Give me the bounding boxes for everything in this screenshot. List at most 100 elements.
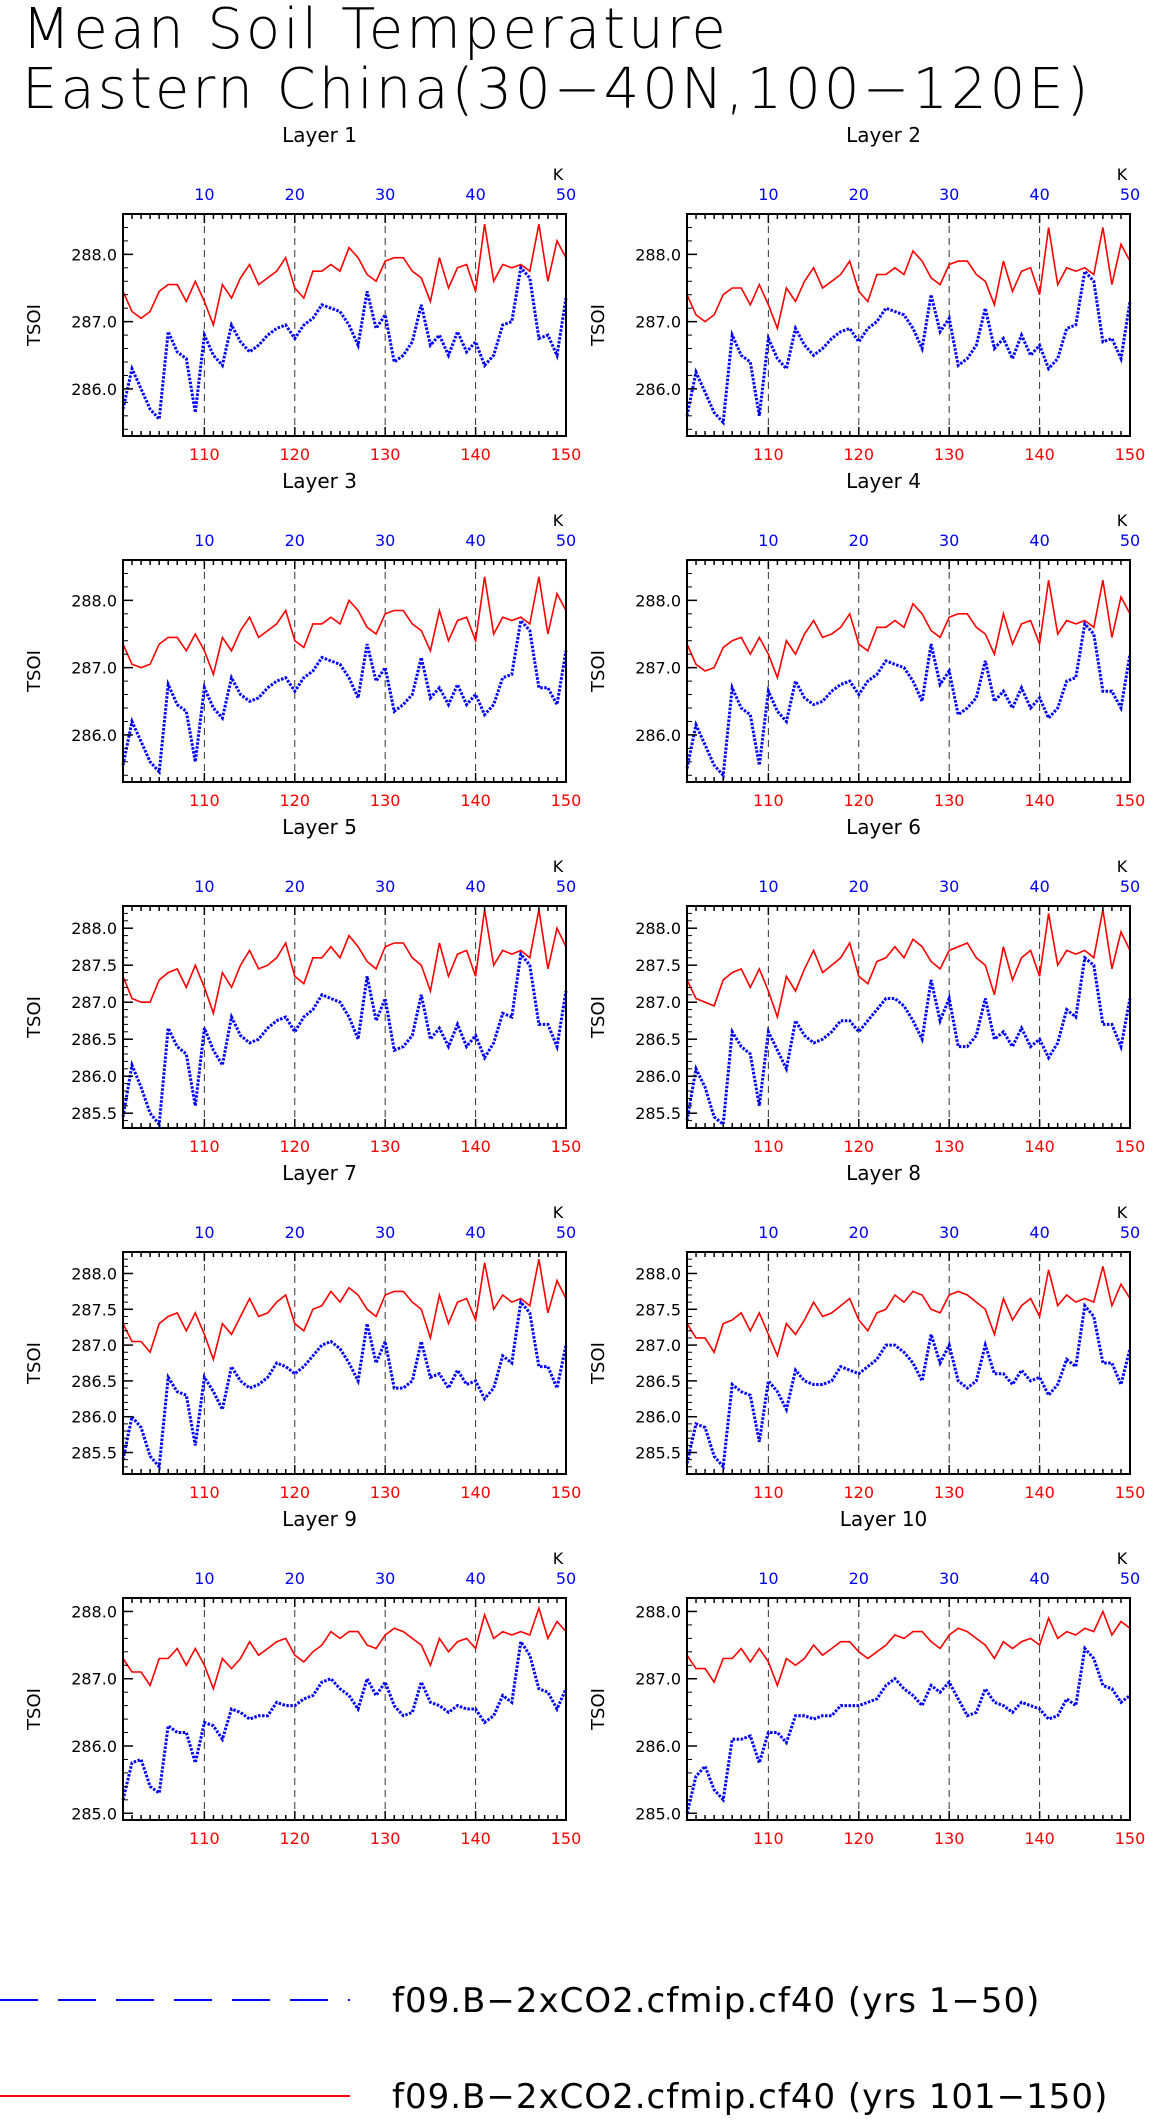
x-top-tick-label: 10: [194, 877, 214, 896]
x-top-tick-label: 50: [1120, 1569, 1140, 1588]
panel-title: Layer 4: [846, 469, 921, 493]
y-tick-label: 287.0: [635, 1670, 681, 1689]
y-tick-label: 285.5: [635, 1104, 681, 1123]
chart-title-line-1: Mean Soil Temperature: [22, 0, 729, 62]
plot-frame: [122, 905, 567, 1129]
legend-label: f09.B−2xCO2.cfmip.cf40 (yrs 1−50): [392, 1981, 1040, 2021]
x-top-tick-label: 30: [375, 1223, 395, 1242]
y-tick-label: 287.0: [635, 993, 681, 1012]
y-tick-label: 286.5: [71, 1030, 117, 1049]
y-tick-label: 286.0: [71, 726, 117, 745]
y-tick-label: 286.0: [71, 1067, 117, 1086]
series-line-yrs-1-50: [121, 950, 568, 1129]
x-top-tick-label: 50: [556, 1223, 576, 1242]
y-tick-label: 286.0: [635, 1408, 681, 1427]
x-tick-label: 140: [460, 445, 491, 464]
y-tick-label: 287.5: [635, 956, 681, 975]
x-tick-label: 150: [1115, 445, 1146, 464]
series-line-yrs-1-50: [121, 617, 568, 776]
x-top-tick-label: 40: [1029, 185, 1049, 204]
x-top-axis-label: K: [553, 1549, 564, 1568]
x-top-axis-label: K: [553, 511, 564, 530]
y-tick-label: 286.5: [635, 1030, 681, 1049]
y-tick-label: 286.0: [635, 1737, 681, 1756]
x-top-tick-label: 30: [375, 531, 395, 550]
y-tick-label: 287.0: [635, 1336, 681, 1355]
series-line-yrs-1-50: [121, 264, 568, 423]
y-tick-label: 285.5: [71, 1104, 117, 1123]
x-top-tick-label: 30: [939, 531, 959, 550]
x-tick-label: 140: [1024, 791, 1055, 810]
y-tick-label: 288.0: [635, 919, 681, 938]
series-line-yrs-101-150: [686, 227, 1131, 332]
x-top-tick-label: 40: [1029, 531, 1049, 550]
x-top-axis-label: K: [1117, 1549, 1128, 1568]
x-tick-label: 110: [753, 1829, 784, 1848]
y-axis-label: TSOI: [24, 1688, 45, 1731]
x-tick-label: 140: [1024, 1483, 1055, 1502]
x-top-tick-label: 40: [465, 531, 485, 550]
panel-10: Layer 10 110 120 130 140 150 10 20 30 40 50K 285.0 2…: [588, 1507, 1145, 1848]
x-tick-label: 150: [1115, 1483, 1146, 1502]
y-tick-label: 287.5: [71, 1300, 117, 1319]
x-top-tick-label: 30: [939, 1223, 959, 1242]
panel-8: Layer 8 110 120 130 140 150 10 20 30 40 50K 285.5 28…: [588, 1161, 1145, 1502]
x-tick-label: 130: [934, 1483, 965, 1502]
plot-frame: [122, 213, 567, 437]
x-top-tick-label: 20: [849, 877, 869, 896]
x-top-axis-label: K: [553, 1203, 564, 1222]
x-tick-label: 110: [753, 445, 784, 464]
x-top-tick-label: 40: [1029, 1223, 1049, 1242]
x-tick-label: 110: [753, 1483, 784, 1502]
panel-6: Layer 6 110 120 130 140 150 10 20 30 40 50K 285.5 28…: [588, 815, 1145, 1156]
x-top-tick-label: 40: [1029, 1569, 1049, 1588]
y-tick-label: 287.0: [71, 313, 117, 332]
x-top-tick-label: 50: [1120, 877, 1140, 896]
y-tick-label: 287.0: [71, 993, 117, 1012]
y-tick-label: 288.0: [635, 245, 681, 264]
x-tick-label: 110: [189, 791, 220, 810]
x-tick-label: 130: [934, 791, 965, 810]
panel-1: Layer 1 110 120 130 140 150 10 20 30 40 50K 286.0 28…: [24, 123, 581, 464]
x-tick-label: 130: [370, 1829, 401, 1848]
x-top-tick-label: 10: [194, 1569, 214, 1588]
x-top-tick-label: 20: [285, 1223, 305, 1242]
panel-title: Layer 9: [282, 1507, 357, 1531]
x-tick-label: 120: [280, 791, 311, 810]
x-top-tick-label: 10: [758, 1569, 778, 1588]
x-top-axis-label: K: [1117, 165, 1128, 184]
y-tick-label: 285.0: [635, 1804, 681, 1823]
y-axis-label: TSOI: [588, 996, 609, 1039]
panel-9: Layer 9 110 120 130 140 150 10 20 30 40 50K 285.0 28…: [24, 1507, 581, 1848]
y-tick-label: 286.0: [71, 380, 117, 399]
x-tick-label: 130: [370, 1483, 401, 1502]
plot-frame: [122, 1251, 567, 1475]
x-tick-label: 120: [844, 1483, 875, 1502]
series-line-yrs-101-150: [122, 576, 567, 678]
panel-title: Layer 1: [282, 123, 357, 147]
x-top-tick-label: 30: [939, 877, 959, 896]
x-top-tick-label: 40: [465, 185, 485, 204]
x-tick-label: 150: [551, 1483, 582, 1502]
y-tick-label: 286.0: [71, 1737, 117, 1756]
y-tick-label: 288.0: [71, 245, 117, 264]
series-line-yrs-101-150: [686, 580, 1131, 681]
panel-3: Layer 3 110 120 130 140 150 10 20 30 40 50K 286.0 28…: [24, 469, 581, 810]
y-tick-label: 285.0: [71, 1804, 117, 1823]
panel-7: Layer 7 110 120 130 140 150 10 20 30 40 50K 285.5 28…: [24, 1161, 581, 1502]
x-top-tick-label: 10: [194, 185, 214, 204]
series-line-yrs-1-50: [685, 620, 1132, 779]
series-line-yrs-101-150: [122, 909, 567, 1017]
x-top-tick-label: 20: [849, 531, 869, 550]
plot-frame: [122, 1597, 567, 1821]
y-tick-label: 288.0: [71, 1602, 117, 1621]
x-tick-label: 130: [934, 1137, 965, 1156]
x-top-tick-label: 50: [1120, 531, 1140, 550]
x-top-tick-label: 40: [465, 877, 485, 896]
series-line-yrs-101-150: [686, 909, 1131, 1020]
x-tick-label: 150: [1115, 1137, 1146, 1156]
y-axis-label: TSOI: [588, 304, 609, 347]
y-tick-label: 288.0: [635, 1602, 681, 1621]
series-line-yrs-101-150: [686, 1266, 1131, 1359]
